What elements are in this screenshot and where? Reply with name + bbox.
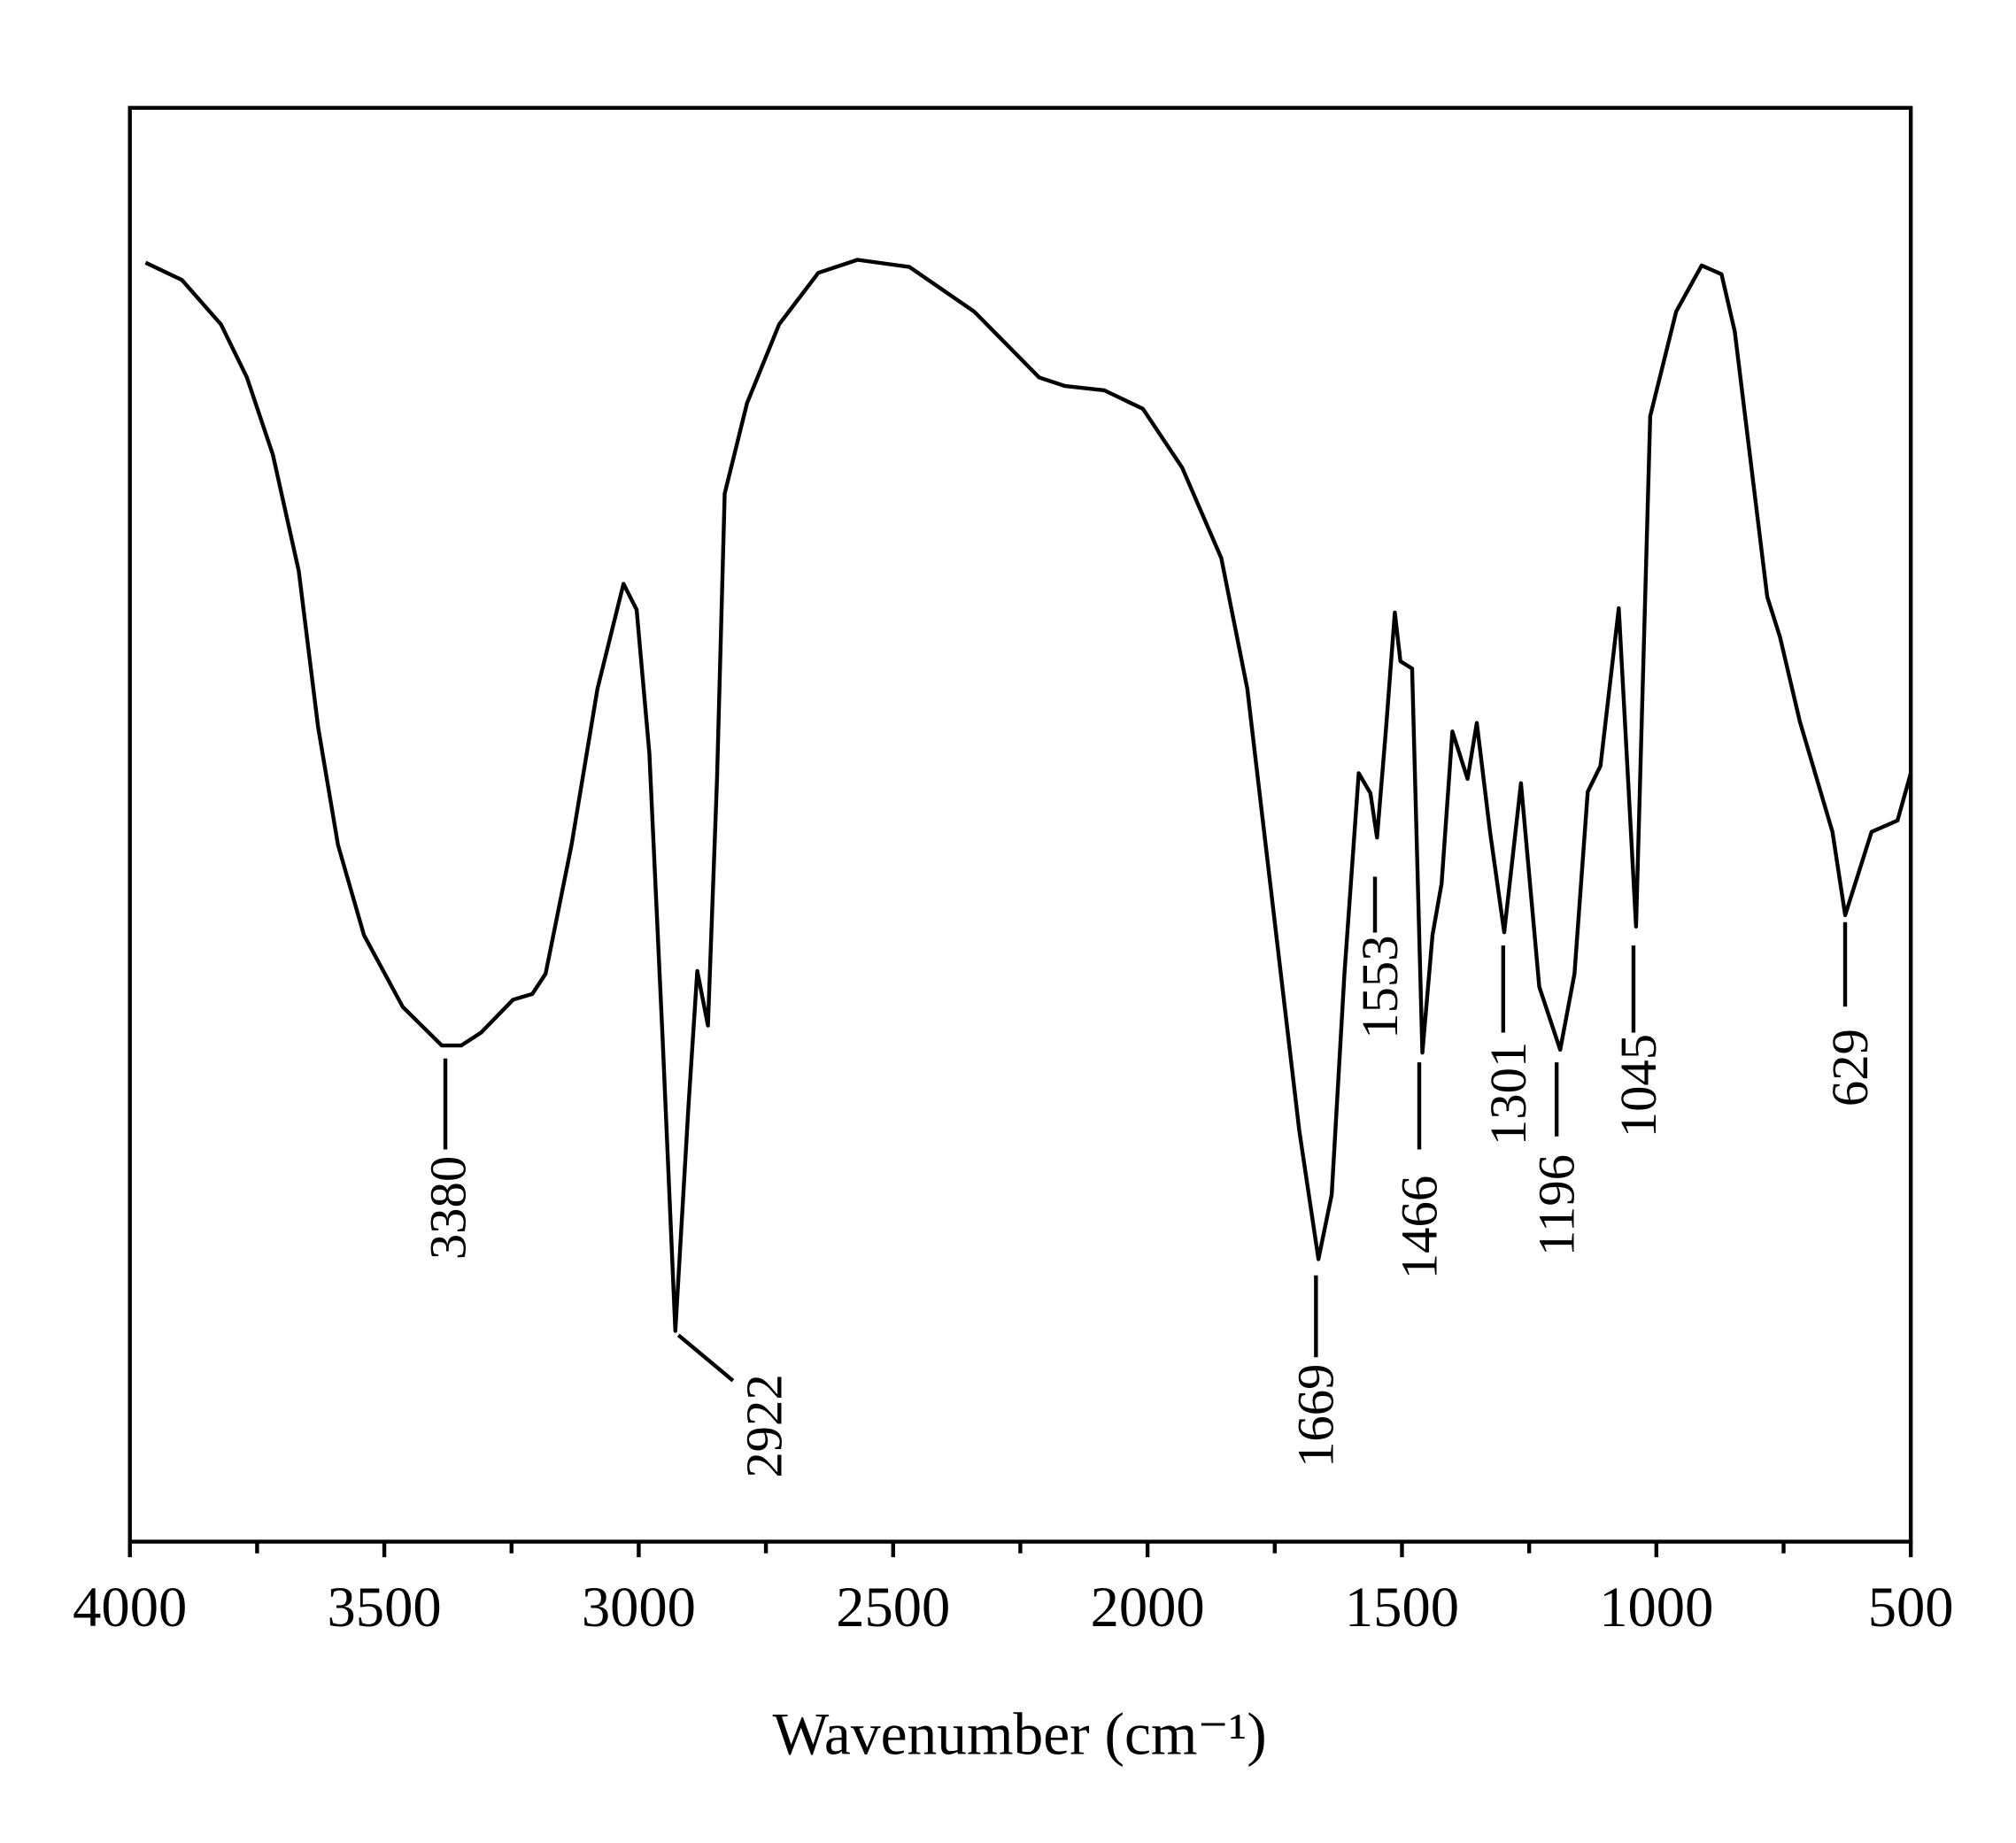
x-tick-label: 3500 <box>328 1575 442 1639</box>
peak-label: 1669 <box>1287 1364 1345 1468</box>
peak-label: 3380 <box>419 1156 476 1260</box>
x-axis-label: Wavenumber (cm⁻¹) <box>773 1701 1267 1768</box>
x-tick-label: 1500 <box>1345 1575 1459 1639</box>
plot-frame <box>127 105 1913 1544</box>
x-tick-label: 2500 <box>836 1575 950 1639</box>
peak-label: 1301 <box>1479 1042 1537 1145</box>
peak-label: 1466 <box>1390 1176 1448 1279</box>
peak-label: 1045 <box>1610 1034 1667 1137</box>
peak-label: 2922 <box>735 1374 792 1477</box>
peak-label: 1553 <box>1351 935 1409 1038</box>
x-tick-label: 2000 <box>1091 1575 1205 1639</box>
peak-label: 1196 <box>1528 1154 1586 1256</box>
peak-label: 629 <box>1821 1029 1879 1107</box>
x-tick-label: 3000 <box>582 1575 696 1639</box>
spectrum-line <box>144 258 1913 1333</box>
x-tick-label: 500 <box>1868 1575 1954 1639</box>
x-tick-label: 4000 <box>73 1575 187 1639</box>
peak-leader <box>676 1333 735 1383</box>
x-tick-label: 1000 <box>1599 1575 1713 1639</box>
